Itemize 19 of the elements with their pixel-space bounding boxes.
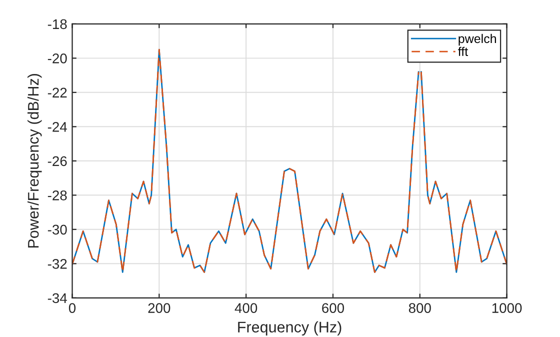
y-tick-label: -24	[48, 122, 67, 132]
y-tick-label: -32	[48, 258, 67, 269]
y-tick-label: -18	[48, 19, 67, 30]
x-axis-title: Frequency (Hz)	[238, 321, 342, 336]
y-axis-title: Power/Frequency (dB/Hz)	[28, 74, 42, 248]
y-tick-label: -28	[48, 190, 67, 200]
x-tick-label: 800	[408, 303, 431, 313]
legend-label: pwelch	[458, 34, 496, 46]
x-tick-label: 0	[68, 303, 76, 313]
x-tick-label: 600	[322, 303, 344, 313]
x-tick-label: 1000	[492, 303, 522, 313]
x-tick-label: 400	[234, 303, 258, 313]
y-tick-label: -34	[48, 293, 67, 304]
legend-label: fft	[458, 46, 468, 56]
x-tick-label: 200	[148, 303, 170, 313]
y-tick-label: -30	[48, 224, 67, 235]
y-tick-label: -20	[48, 54, 67, 64]
y-tick-label: -22	[48, 88, 67, 98]
y-tick-label: -26	[48, 156, 67, 166]
